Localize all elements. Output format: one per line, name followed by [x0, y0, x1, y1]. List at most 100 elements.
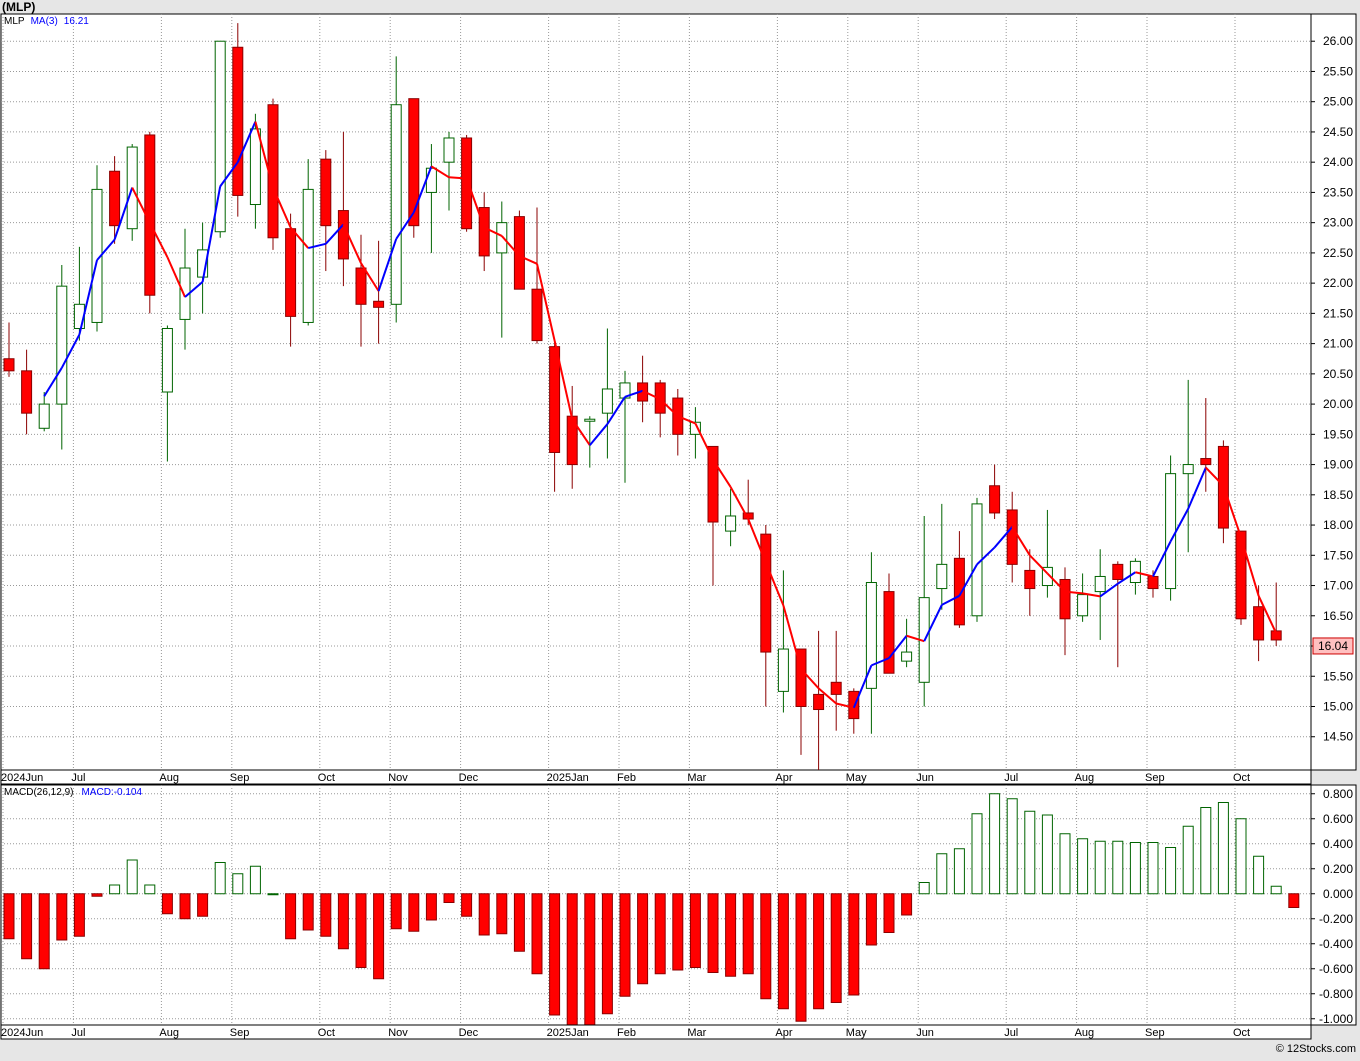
candle-body — [601, 388, 613, 414]
macd-bar — [971, 813, 983, 895]
last-price-label: 16.04 — [1318, 639, 1348, 653]
date-label: Apr — [775, 772, 792, 784]
ma-segment — [589, 423, 609, 446]
ma-segment — [60, 334, 81, 369]
candle-body — [865, 582, 877, 689]
macd-bar — [408, 893, 420, 932]
date-label: Sep — [230, 772, 250, 784]
candle-body — [848, 690, 860, 720]
ma-segment — [694, 423, 714, 461]
macd-bar — [1288, 893, 1300, 908]
candle-body — [1147, 575, 1159, 590]
ma-segment — [201, 186, 222, 283]
macd-bar — [865, 893, 877, 946]
macd-date-label: Jun — [916, 1027, 934, 1039]
macd-bar — [73, 893, 85, 937]
date-label: Mar — [687, 772, 706, 784]
price-tick-label: 17.50 — [1323, 548, 1353, 562]
macd-date-label: Feb — [617, 1027, 636, 1039]
candle-body — [496, 222, 508, 254]
ma-segment — [1082, 592, 1101, 598]
ma-segment — [1046, 572, 1066, 593]
ma-segment — [395, 211, 415, 240]
macd-bar — [179, 893, 191, 920]
candle-body — [1006, 509, 1018, 565]
chart-title: (MLP) — [2, 0, 35, 14]
candle-body — [813, 693, 825, 711]
ma-segment — [1257, 595, 1278, 634]
macd-bar — [1077, 838, 1089, 895]
macd-bar — [901, 893, 913, 916]
ma-segment — [307, 242, 327, 250]
macd-bar — [1129, 842, 1141, 895]
macd-bar — [109, 884, 121, 895]
candle-body — [1129, 560, 1141, 584]
macd-bar — [795, 893, 807, 1022]
candle-body — [478, 207, 490, 257]
ma-segment — [254, 121, 274, 188]
legend-ma: MA(3) — [31, 16, 58, 27]
macd-date-label: Jul — [1004, 1027, 1018, 1039]
date-label: Oct — [1233, 772, 1250, 784]
macd-bar — [302, 893, 314, 931]
ma-segment — [448, 176, 467, 180]
candle-body — [1165, 473, 1177, 590]
macd-bar — [478, 893, 490, 936]
price-tick-label: 24.00 — [1323, 155, 1353, 169]
candle-body — [425, 167, 437, 193]
candle-body — [936, 563, 948, 590]
candle-body — [91, 188, 103, 323]
candle-body — [989, 485, 1001, 514]
date-label: Dec — [459, 772, 479, 784]
price-tick-label: 20.50 — [1323, 367, 1353, 381]
macd-bar — [56, 893, 68, 941]
date-label: Jun — [916, 772, 934, 784]
macd-bar — [1235, 818, 1247, 895]
macd-bar — [883, 893, 895, 933]
price-tick-label: 16.50 — [1323, 609, 1353, 623]
ma-segment — [1222, 485, 1242, 538]
candle-body — [1235, 530, 1247, 620]
candle-body — [953, 557, 965, 626]
candle-body — [232, 46, 244, 196]
ma-segment — [113, 187, 134, 240]
macd-date-label: Jul — [71, 1027, 85, 1039]
macd-bar — [425, 893, 437, 921]
macd-tick-label: -0.600 — [1319, 962, 1353, 976]
last-price-tag — [1312, 637, 1354, 655]
ma-segment — [677, 415, 696, 425]
macd-date-label: Sep — [1145, 1027, 1165, 1039]
macd-panel: -1.000 -0.800 -0.600 -0.400 -0.200 0.000 0.200… — [0, 784, 1357, 1040]
ma-segment — [606, 396, 626, 425]
macd-bar — [654, 893, 666, 975]
price-tick-label: 23.00 — [1323, 216, 1353, 230]
ma-segment — [1205, 466, 1225, 487]
price-tick-label: 17.00 — [1323, 579, 1353, 593]
macd-bar — [601, 893, 613, 1015]
candle-body — [1024, 569, 1036, 590]
candle-body — [337, 210, 349, 260]
macd-bar — [461, 893, 473, 917]
macd-bar — [496, 893, 508, 935]
ma-segment — [800, 668, 820, 690]
ma-segment — [1240, 536, 1260, 597]
macd-bar — [1270, 885, 1282, 895]
macd-bar — [3, 893, 15, 940]
candle-body — [549, 346, 561, 453]
date-label: Aug — [1075, 772, 1095, 784]
ma-segment — [96, 238, 116, 261]
macd-bar — [21, 893, 33, 960]
candle-body — [707, 445, 719, 523]
candle-body — [390, 104, 402, 305]
macd-date-label: Mar — [687, 1027, 706, 1039]
price-tick-label: 21.50 — [1323, 306, 1353, 320]
date-label: 2025Jan — [547, 772, 589, 784]
macd-bar — [1253, 855, 1265, 895]
ma-segment — [465, 178, 486, 228]
price-tick-label: 14.50 — [1323, 730, 1353, 744]
candle-body — [214, 40, 226, 233]
ma-segment — [501, 235, 521, 257]
candle-body — [355, 267, 367, 305]
macd-bar — [848, 893, 860, 996]
ma-segment — [1099, 582, 1119, 598]
